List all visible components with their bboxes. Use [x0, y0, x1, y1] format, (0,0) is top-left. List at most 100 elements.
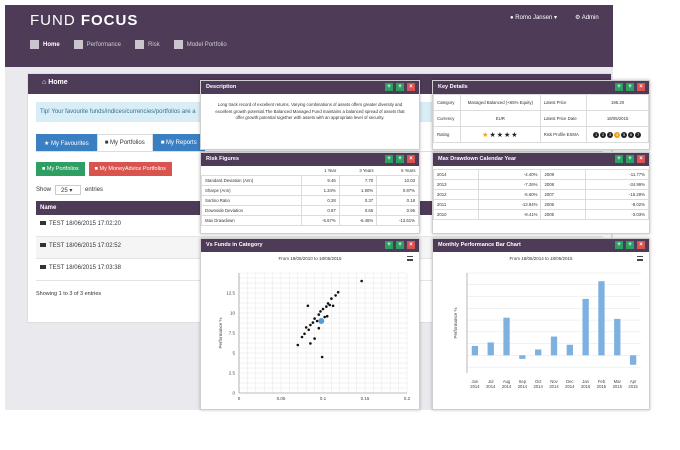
- bar: [598, 281, 605, 356]
- expand-button[interactable]: +: [396, 241, 404, 249]
- scatter-point: [323, 315, 326, 319]
- year: 2009: [540, 169, 587, 180]
- my-moneyadvice-portfolios-button[interactable]: ■ My MoneyAdvice Portfolios: [88, 162, 172, 176]
- cell: 0.18: [376, 195, 419, 206]
- tab-my-favourites[interactable]: ★ My Favourites: [36, 134, 97, 151]
- scatter-point: [306, 304, 310, 308]
- panel-header: Key Details + + ×: [433, 81, 649, 94]
- scatter-point: [360, 279, 363, 283]
- scatter-point: [325, 314, 329, 318]
- nav-performance[interactable]: Performance: [73, 40, 121, 49]
- chart-subtitle: From 18/05/2014 to 18/05/2015: [509, 256, 573, 261]
- nav-home-label: Home: [43, 41, 60, 48]
- close-button[interactable]: ×: [407, 241, 415, 249]
- nav-risk-label: Risk: [148, 41, 160, 48]
- y-tick-label: 12.5: [226, 291, 235, 296]
- add-button[interactable]: +: [615, 83, 623, 91]
- scatter-point: [317, 326, 321, 330]
- add-button[interactable]: +: [615, 241, 623, 249]
- y-tick-label: 2.5: [229, 371, 236, 376]
- x-tick-label: Aug: [503, 379, 511, 384]
- portfolio-buttons: ■ My Portfolios ■ My MoneyAdvice Portfol…: [36, 162, 603, 176]
- table-row: 2012 -5.60% 2007 -15.28%: [433, 189, 649, 200]
- table-row: Standard Deviation (Ann) 9.46 7.70 10.03: [200, 175, 419, 186]
- cell: 1.90%: [338, 185, 378, 196]
- key-details-table: Category Managed Balanced (<65% Equity) La…: [433, 94, 649, 143]
- add-button[interactable]: +: [385, 155, 393, 163]
- home-tabs: ★ My Favourites ■ My Portfolios ■ My Rep…: [36, 134, 603, 152]
- cell: 0.95: [376, 205, 419, 216]
- entries-control: Show 25 ▾ entries: [36, 185, 603, 195]
- my-moneyadvice-button-label: My MoneyAdvice Portfolios: [99, 166, 166, 172]
- x-tick-label: Apr: [630, 379, 637, 384]
- nav-model-portfolio[interactable]: Model Portfolio: [173, 40, 227, 49]
- folder-icon: [40, 221, 46, 225]
- x-tick-label: 0.1: [320, 396, 327, 401]
- expand-button[interactable]: +: [626, 83, 634, 91]
- table-row[interactable]: TEST 18/06/2015 17:02:20: [36, 215, 603, 237]
- admin-link[interactable]: ⚙ Admin: [575, 15, 599, 21]
- close-button[interactable]: ×: [407, 83, 415, 91]
- table-row: Downside Deviation 0.87 0.65 0.95: [200, 205, 419, 216]
- x-tick-label: 0.05: [277, 396, 286, 401]
- user-menu[interactable]: ● Romo Jansen ▾: [510, 15, 558, 21]
- cell: -6.46%: [338, 215, 378, 226]
- entries-select[interactable]: 25 ▾: [55, 185, 82, 195]
- chart-menu-icon[interactable]: [637, 256, 643, 261]
- chart-menu-icon[interactable]: [407, 256, 413, 261]
- cell: -15.28%: [585, 189, 649, 200]
- tab-my-portfolios[interactable]: ■ My Portfolios: [96, 134, 153, 151]
- close-button[interactable]: ×: [637, 155, 645, 163]
- scatter-point: [300, 335, 304, 339]
- expand-button[interactable]: +: [396, 83, 404, 91]
- entries-select-value: 25: [61, 188, 68, 194]
- expand-button[interactable]: +: [626, 241, 634, 249]
- tab-my-reports[interactable]: ■ My Reports: [152, 134, 205, 151]
- brand-logo[interactable]: FUND FOCUS: [30, 12, 139, 29]
- col-header: 3 Years: [359, 168, 374, 173]
- highlight-point: [318, 318, 325, 324]
- cell: -13.61%: [376, 215, 419, 226]
- row-name: TEST 18/06/2015 17:02:20: [49, 221, 121, 227]
- x-tick-label: 2015: [628, 384, 638, 389]
- bar: [566, 344, 573, 356]
- close-button[interactable]: ×: [637, 241, 645, 249]
- add-button[interactable]: +: [615, 155, 623, 163]
- add-button[interactable]: +: [385, 241, 393, 249]
- table-info: Showing 1 to 3 of 3 entries: [36, 291, 102, 297]
- close-button[interactable]: ×: [637, 83, 645, 91]
- bar: [582, 298, 589, 356]
- home-title: Home: [48, 79, 68, 86]
- latest-price-date-label: Latest Price Date: [539, 110, 588, 127]
- latest-price-value: 195.20: [586, 94, 649, 111]
- x-tick-label: 0: [238, 396, 241, 401]
- expand-button[interactable]: +: [626, 155, 634, 163]
- panel-header: Monthly Performance Bar Chart + + ×: [433, 239, 649, 252]
- risk-dot: 3: [607, 131, 614, 138]
- y-axis-label: Performance %: [218, 317, 223, 348]
- table-row: 2011 -13.94% 2006 -8.02%: [433, 199, 649, 210]
- nav-risk[interactable]: Risk: [135, 40, 160, 49]
- cell: 1.34%: [301, 185, 340, 196]
- col-header: 1 Year: [324, 168, 337, 173]
- latest-price-label: Latest Price: [539, 94, 588, 111]
- cell: 0.87: [301, 205, 340, 216]
- risk-profile-label: Risk Profile ESMA: [539, 126, 588, 143]
- add-button[interactable]: +: [385, 83, 393, 91]
- year: 2006: [540, 199, 587, 210]
- scatter-point: [330, 297, 333, 300]
- scatter-point: [317, 313, 321, 316]
- max-drawdown-panel: Max Drawdown Calendar Year + + × 2014 -4.40…: [432, 152, 650, 234]
- scatter-point: [325, 305, 328, 308]
- scatter-point: [309, 342, 312, 345]
- user-name: Romo Jansen: [515, 15, 553, 21]
- my-portfolios-button[interactable]: ■ My Portfolios: [36, 162, 85, 176]
- x-tick-label: Dec: [566, 379, 573, 384]
- y-tick-label: 10: [230, 311, 236, 316]
- close-button[interactable]: ×: [407, 155, 415, 163]
- nav-home[interactable]: Home: [30, 40, 60, 49]
- nav-model-portfolio-label: Model Portfolio: [186, 41, 227, 48]
- expand-button[interactable]: +: [396, 155, 404, 163]
- scatter-point: [336, 290, 340, 294]
- category-value: Managed Balanced (<65% Equity): [459, 94, 541, 111]
